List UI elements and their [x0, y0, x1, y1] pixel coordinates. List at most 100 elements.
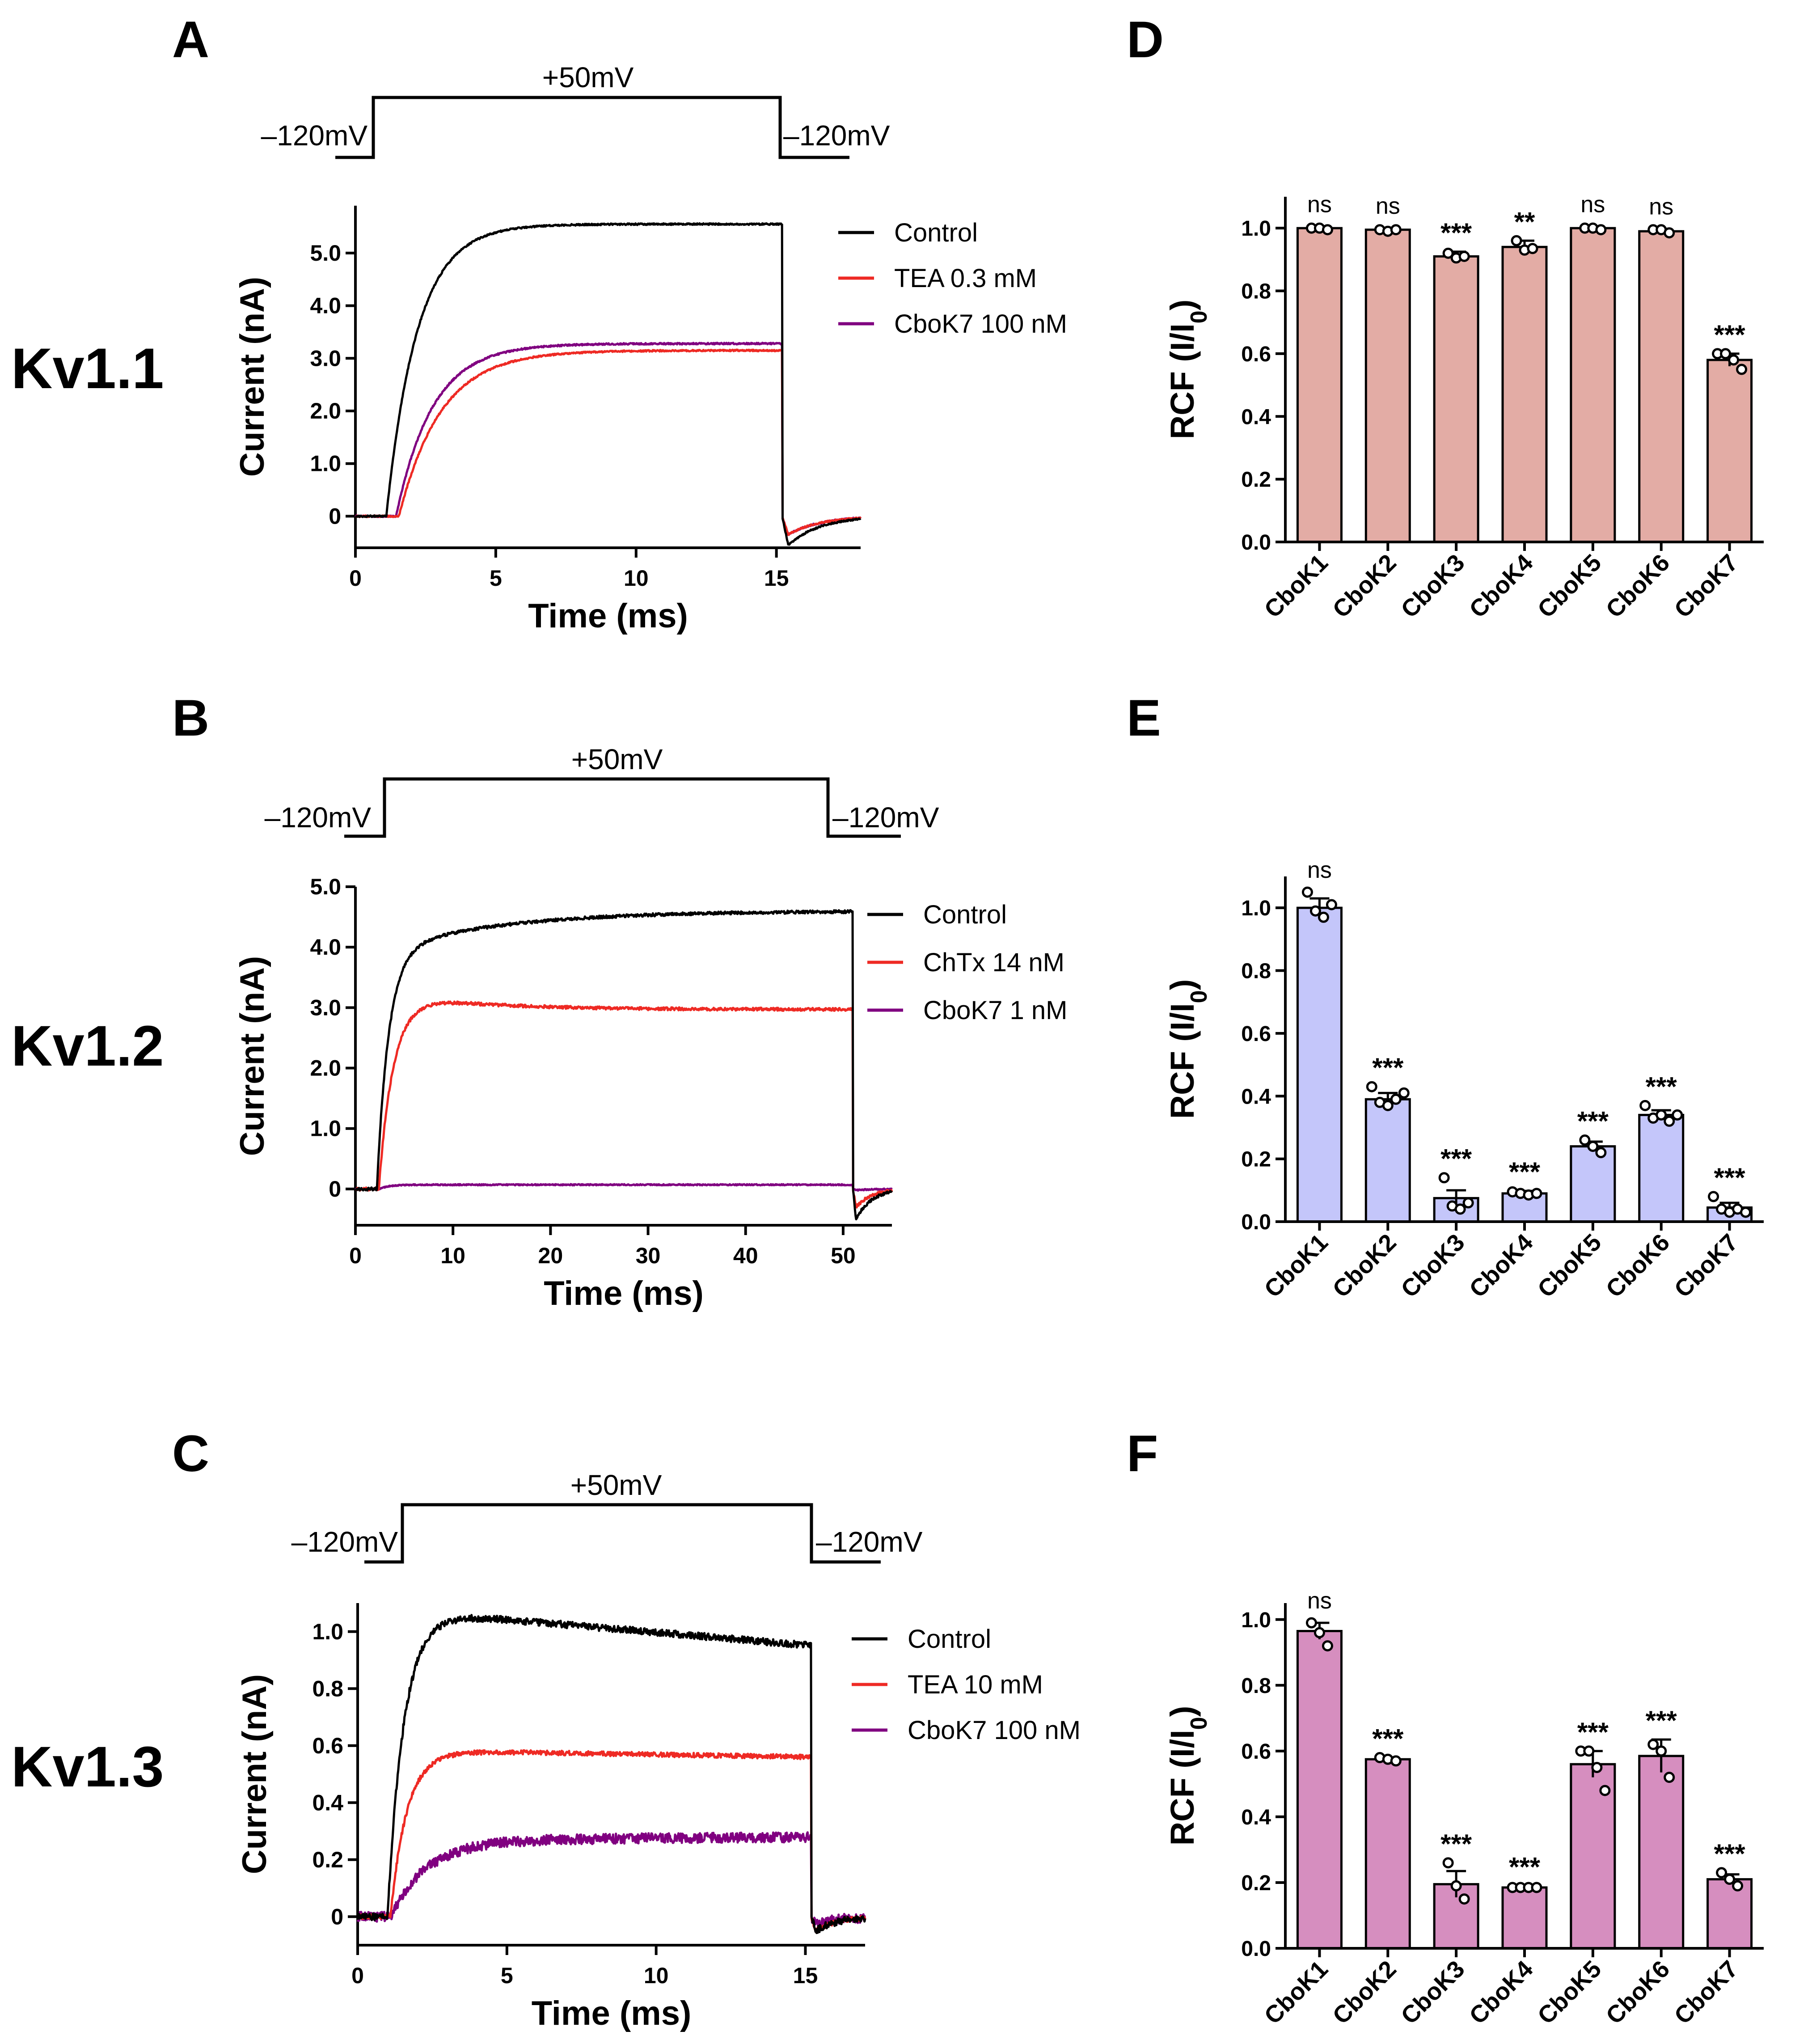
trace-b-y-tick-label: 0: [329, 1176, 341, 1202]
bar-d-significance: ns: [1580, 192, 1605, 218]
trace-c-series-0: [356, 1614, 866, 1934]
bar-e-y-tick-label: 0.4: [1241, 1085, 1271, 1109]
bar-d-bar-cbok4: [1501, 245, 1548, 543]
bar-e-y-axis-title-main: RCF (I/I: [1164, 1003, 1201, 1119]
trace-a-y-tick-label: 0: [329, 504, 341, 529]
bar-f-y-tick-label: 0.4: [1241, 1806, 1271, 1829]
bar-f-bar-cbok2: [1364, 1758, 1411, 1950]
bar-f-data-point: [1305, 1617, 1317, 1629]
protocol-b-hold-left: –120mV: [265, 801, 372, 834]
bar-e-data-point: [1708, 1191, 1719, 1202]
chart-a: 0 5 10 15 0 1.0 2.0 3.0 4.0 5.0 Time (ms) Current (…: [233, 206, 1067, 635]
bar-e-bar-cbok1: [1296, 906, 1343, 1223]
trace-b-y-tick-label: 5.0: [310, 874, 341, 899]
bar-d-significance: ***: [1440, 218, 1472, 248]
bar-d-y-axis-title-sub: 0: [1186, 310, 1212, 323]
bar-d-bar-cbok6: [1638, 230, 1685, 543]
bar-e-category-label: CboK3: [1396, 1229, 1470, 1303]
bar-e-data-point: [1309, 905, 1321, 917]
bar-e-y-tick-label: 1.0: [1241, 897, 1271, 920]
channel-label-kv1-3: Kv1.3: [11, 1735, 164, 1799]
bar-e-significance: ***: [1440, 1144, 1472, 1174]
bar-d-bar-cbok1: [1296, 227, 1343, 543]
bar-f-y-axis-title-sub: 0: [1186, 1717, 1212, 1730]
chart-e: ns CboK1 *** CboK2 *** CboK3 *** CboK4 *** CboK5 *…: [1164, 857, 1764, 1303]
bar-d-data-point: [1736, 364, 1748, 375]
bar-f-y-axis-title-main: RCF (I/I: [1164, 1730, 1201, 1845]
bar-d-category-label: CboK1: [1259, 549, 1333, 623]
bar-e-data-point: [1462, 1197, 1474, 1209]
protocol-c-hold-left: –120mV: [291, 1526, 398, 1558]
bar-e-category-label: CboK6: [1601, 1229, 1675, 1303]
bar-d-y-axis-title: RCF (I/I0): [1164, 300, 1212, 440]
bar-d-data-point: [1527, 243, 1538, 254]
trace-c-x-tick-label: 5: [501, 1963, 513, 1988]
trace-a-x-tick-label: 15: [764, 566, 789, 591]
trace-b-y-tick-label: 2.0: [310, 1056, 341, 1081]
trace-a-y-tick-label: 3.0: [310, 346, 341, 371]
bar-d-data-point: [1442, 247, 1454, 259]
trace-b-series-1: [355, 1000, 893, 1209]
trace-a-y-tick-label: 1.0: [310, 451, 341, 476]
bar-f-data-point: [1591, 1762, 1603, 1773]
bar-e-significance: ***: [1577, 1106, 1609, 1136]
protocol-b: +50mV –120mV –120mV: [265, 743, 939, 838]
bar-f-data-point: [1724, 1874, 1736, 1885]
bar-d-significance: ns: [1376, 193, 1400, 219]
bar-d-significance: **: [1514, 207, 1535, 237]
bar-d-data-point: [1595, 224, 1607, 236]
trace-a-series-1: [355, 348, 862, 536]
trace-b-y-tick-label: 4.0: [310, 935, 341, 960]
bar-e-significance: ns: [1307, 857, 1332, 883]
bar-f-significance: ***: [1714, 1839, 1746, 1869]
bar-e-data-point: [1531, 1188, 1542, 1199]
protocol-a-trace: [335, 96, 849, 159]
trace-b-x-tick-label: 30: [636, 1243, 661, 1268]
bar-e-data-point: [1672, 1109, 1683, 1121]
trace-a-x-tick-label: 10: [624, 566, 649, 591]
bar-f-data-point: [1531, 1882, 1542, 1893]
protocol-c: +50mV –120mV –120mV: [291, 1469, 923, 1564]
trace-b-x-tick-label: 0: [349, 1243, 362, 1268]
bar-d-category-label: CboK5: [1533, 549, 1606, 623]
chart-b: 0 10 20 30 40 50 0 1.0 2.0 3.0 4.0 5.0 Time (ms) Curr…: [233, 874, 1067, 1312]
protocol-c-hold-right: –120mV: [816, 1526, 923, 1558]
trace-a-x-tick-label: 5: [490, 566, 502, 591]
bar-d-data-point: [1664, 227, 1675, 239]
bar-d-y-tick-label: 1.0: [1241, 217, 1271, 241]
trace-c-x-axis-title: Time (ms): [532, 1994, 692, 2032]
bar-e-data-point: [1639, 1100, 1651, 1111]
chart-d: ns CboK1 ns CboK2 *** CboK3 ** CboK4 ns CboK5 ns Cb…: [1164, 192, 1764, 623]
bar-f-significance: ns: [1307, 1588, 1332, 1614]
trace-a-y-tick-label: 2.0: [310, 398, 341, 423]
bar-d-data-point: [1728, 354, 1740, 366]
bar-f-data-point: [1664, 1772, 1675, 1783]
bar-e-significance: ***: [1509, 1157, 1541, 1187]
bar-e-y-tick-label: 0.6: [1241, 1022, 1271, 1046]
trace-a-series-2: [355, 342, 862, 536]
bar-d-category-label: CboK4: [1464, 549, 1538, 623]
bar-e-data-point: [1587, 1141, 1599, 1152]
trace-c-legend-label: CboK7 100 nM: [908, 1716, 1081, 1745]
bar-e-significance: ***: [1372, 1053, 1404, 1083]
bar-f-bar-cbok6: [1638, 1755, 1685, 1950]
bar-e-data-point: [1382, 1100, 1394, 1111]
bar-e-data-point: [1438, 1172, 1450, 1184]
bar-e-data-point: [1454, 1203, 1466, 1215]
protocol-a-hold-right: –120mV: [783, 119, 890, 152]
bar-e-significance: ***: [1646, 1071, 1677, 1101]
trace-a-x-axis-title: Time (ms): [528, 597, 688, 635]
bar-f-data-point: [1314, 1627, 1325, 1638]
bar-f-data-point: [1599, 1785, 1611, 1796]
trace-b-x-tick-label: 10: [440, 1243, 465, 1268]
panel-letter-a: A: [172, 11, 209, 68]
bar-e-bar-cbok6: [1638, 1113, 1685, 1223]
bar-e-bar-cbok2: [1364, 1098, 1411, 1223]
protocol-c-step-label: +50mV: [570, 1469, 662, 1501]
bar-e-y-axis-title-end: ): [1164, 979, 1201, 990]
bar-d-y-axis-title-end: ): [1164, 300, 1201, 311]
bar-e-category-label: CboK4: [1464, 1229, 1538, 1303]
trace-b-y-tick-label: 3.0: [310, 995, 341, 1020]
trace-b-y-axis-title: Current (nA): [233, 956, 271, 1156]
bar-f-category-label: CboK1: [1259, 1955, 1333, 2029]
